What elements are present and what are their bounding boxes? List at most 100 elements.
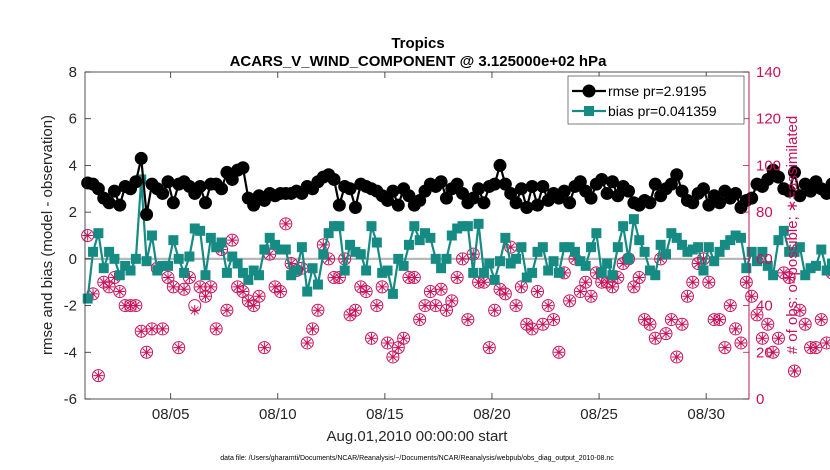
obs-assimilated-point bbox=[591, 267, 602, 279]
obs-possible-point bbox=[814, 313, 828, 327]
bias-point bbox=[221, 267, 232, 278]
obs-assimilated-point bbox=[660, 328, 672, 339]
bias-point bbox=[248, 265, 259, 276]
y-tick-label: 2 bbox=[69, 204, 77, 221]
bias-point bbox=[146, 230, 157, 241]
obs-possible-point bbox=[166, 280, 180, 294]
obs-assimilated-point bbox=[644, 319, 656, 330]
obs-assimilated-point bbox=[559, 267, 570, 279]
obs-assimilated-point bbox=[184, 272, 195, 283]
rmse-point bbox=[648, 177, 662, 191]
obs-possible-point bbox=[729, 322, 743, 336]
obs-assimilated-point bbox=[194, 281, 206, 293]
obs-possible-point bbox=[177, 282, 191, 296]
obs-possible-point bbox=[563, 294, 577, 308]
obs-assimilated-point bbox=[189, 305, 200, 316]
obs-assimilated-point bbox=[232, 281, 243, 293]
obs-assimilated-point bbox=[746, 291, 757, 302]
obs-assimilated-point bbox=[510, 300, 522, 311]
bias-point bbox=[173, 253, 184, 264]
obs-assimilated-point bbox=[612, 272, 624, 283]
obs-assimilated-point bbox=[451, 272, 463, 283]
bias-point bbox=[307, 263, 318, 274]
obs-possible-point bbox=[445, 294, 459, 308]
obs-assimilated-point bbox=[767, 347, 779, 358]
obs-assimilated-point bbox=[601, 277, 613, 288]
obs-assimilated-point bbox=[741, 277, 752, 288]
bias-point bbox=[505, 258, 516, 269]
x-axis-label: Aug.01,2010 00:00:00 start bbox=[327, 428, 509, 445]
obs-assimilated-point bbox=[141, 347, 152, 358]
bias-point bbox=[286, 270, 297, 281]
obs-assimilated-point bbox=[757, 333, 768, 344]
bias-point bbox=[414, 235, 425, 246]
obs-assimilated-point bbox=[435, 284, 447, 295]
obs-possible-point bbox=[311, 303, 325, 317]
rmse-point bbox=[771, 170, 785, 184]
rmse-point bbox=[525, 179, 539, 193]
bias-point bbox=[259, 244, 270, 255]
bias-point bbox=[334, 221, 345, 232]
bias-point bbox=[323, 228, 334, 239]
obs-assimilated-point bbox=[302, 337, 313, 349]
bias-point bbox=[789, 246, 800, 257]
obs-assimilated-point bbox=[227, 234, 238, 246]
bias-point bbox=[339, 265, 350, 276]
obs-possible-point bbox=[680, 289, 694, 303]
bias-point bbox=[361, 265, 372, 276]
obs-possible-point bbox=[514, 280, 528, 294]
bias-point bbox=[730, 230, 741, 241]
y2-tick-label: 120 bbox=[756, 111, 781, 128]
obs-assimilated-point bbox=[521, 319, 532, 330]
rmse-point bbox=[198, 196, 212, 210]
bias-point bbox=[752, 256, 763, 267]
bias-point bbox=[644, 265, 655, 276]
obs-possible-point bbox=[675, 317, 689, 331]
obs-assimilated-point bbox=[259, 342, 270, 353]
bias-point bbox=[157, 260, 168, 271]
bias-point bbox=[511, 253, 522, 264]
obs-assimilated-point bbox=[500, 288, 511, 300]
obs-assimilated-point bbox=[580, 277, 591, 288]
bias-point bbox=[237, 267, 248, 278]
bias-point bbox=[768, 270, 779, 281]
bias-point bbox=[98, 263, 109, 274]
bias-point bbox=[495, 256, 505, 267]
obs-assimilated-point bbox=[425, 286, 436, 297]
y-tick-label: -2 bbox=[64, 298, 77, 315]
bias-point bbox=[302, 286, 313, 297]
bias-point bbox=[216, 237, 227, 248]
bias-point bbox=[628, 214, 639, 225]
y-tick-label: -4 bbox=[64, 344, 77, 361]
bias-point bbox=[109, 253, 120, 264]
bias-point bbox=[607, 270, 618, 281]
bias-point bbox=[661, 249, 671, 260]
obs-assimilated-point bbox=[634, 272, 645, 283]
bias-point bbox=[537, 242, 548, 253]
obs-assimilated-point bbox=[810, 342, 822, 353]
obs-assimilated-point bbox=[676, 319, 688, 330]
rmse-point bbox=[488, 177, 502, 191]
bias-point bbox=[446, 230, 457, 241]
rmse-point bbox=[584, 191, 598, 205]
obs-assimilated-point bbox=[146, 323, 158, 335]
obs-assimilated-point bbox=[109, 272, 120, 283]
bias-point bbox=[575, 256, 586, 267]
rmse-point bbox=[557, 184, 571, 198]
bias-point bbox=[82, 293, 93, 304]
bias-point bbox=[200, 270, 211, 281]
bias-point bbox=[478, 267, 489, 278]
chart-title: Tropics bbox=[391, 35, 444, 52]
obs-assimilated-point bbox=[794, 305, 806, 316]
bias-point bbox=[703, 242, 714, 253]
bias-point bbox=[152, 265, 163, 276]
obs-assimilated-point bbox=[698, 253, 709, 265]
obs-assimilated-point bbox=[221, 305, 233, 316]
bias-point bbox=[254, 270, 265, 281]
obs-assimilated-point bbox=[655, 253, 666, 265]
bias-point bbox=[393, 253, 404, 264]
bias-point bbox=[800, 270, 811, 281]
obs-possible-point bbox=[370, 299, 384, 313]
obs-assimilated-point bbox=[87, 288, 99, 300]
obs-assimilated-point bbox=[800, 319, 811, 330]
